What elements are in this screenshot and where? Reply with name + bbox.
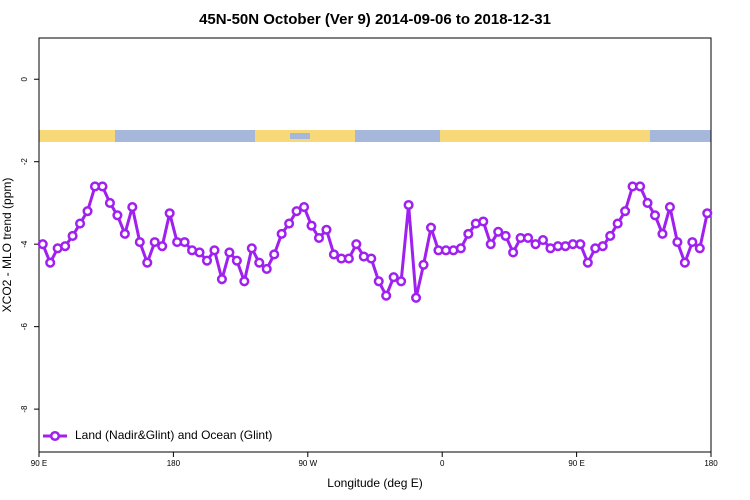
x-tick-label: 0	[440, 459, 445, 468]
x-tick-label: 90 W	[298, 459, 317, 468]
point	[478, 216, 489, 227]
point	[313, 232, 325, 244]
point	[201, 255, 213, 266]
legend-marker	[49, 430, 61, 442]
point	[127, 202, 138, 213]
point	[328, 249, 339, 260]
point	[508, 247, 519, 258]
point	[381, 290, 392, 301]
point	[254, 257, 265, 268]
point	[97, 181, 108, 192]
y-tick-label: -8	[20, 405, 29, 413]
point	[657, 228, 668, 239]
point	[82, 206, 93, 217]
point	[209, 245, 220, 256]
point	[284, 218, 295, 229]
point	[112, 210, 123, 221]
point	[373, 276, 384, 287]
point	[672, 237, 683, 248]
y-tick-label: 0	[20, 76, 29, 81]
point	[67, 230, 78, 241]
point	[119, 228, 130, 239]
x-axis-label: Longitude (deg E)	[327, 476, 422, 490]
point	[694, 243, 705, 254]
point	[60, 241, 71, 252]
point	[500, 230, 511, 241]
point	[605, 230, 616, 241]
x-tick-label: 90 E	[31, 459, 47, 468]
point	[261, 263, 272, 274]
legend-label: Land (Nadir&Glint) and Ocean (Glint)	[75, 428, 272, 442]
point	[231, 255, 242, 266]
point	[388, 272, 399, 283]
y-tick-label: -2	[20, 158, 29, 166]
point	[649, 210, 661, 221]
point	[194, 247, 205, 258]
x-tick-label: 90 E	[568, 459, 584, 468]
point	[239, 276, 250, 287]
point	[351, 239, 362, 250]
point	[485, 239, 496, 250]
point	[523, 232, 534, 244]
point	[418, 259, 429, 270]
point	[493, 226, 504, 237]
point	[635, 181, 646, 192]
point	[537, 235, 549, 246]
point	[642, 197, 653, 208]
point	[463, 228, 474, 239]
point	[321, 224, 332, 235]
point	[679, 257, 690, 268]
point	[411, 292, 422, 303]
point	[575, 239, 586, 250]
point	[620, 206, 631, 217]
point	[37, 239, 48, 250]
point	[149, 237, 160, 248]
point	[582, 257, 593, 268]
point	[306, 220, 317, 231]
point	[403, 199, 414, 211]
y-tick-label: -4	[20, 240, 29, 248]
x-tick-label: 180	[167, 459, 181, 468]
land-ocean-strip	[39, 130, 711, 142]
point	[366, 253, 377, 264]
point	[612, 218, 623, 229]
point	[687, 237, 698, 248]
point	[299, 202, 310, 213]
point	[45, 257, 56, 268]
chart-title: 45N-50N October (Ver 9) 2014-09-06 to 20…	[199, 11, 551, 28]
point	[246, 243, 257, 254]
point	[269, 249, 280, 260]
point	[530, 239, 541, 250]
point	[216, 274, 227, 285]
x-tick-label: 180	[704, 459, 718, 468]
point	[396, 276, 407, 287]
point	[343, 253, 354, 264]
point	[425, 222, 437, 233]
point	[597, 241, 608, 252]
point	[179, 237, 190, 248]
point	[164, 208, 175, 219]
point	[702, 208, 713, 219]
y-axis-label: XCO2 - MLO trend (ppm)	[0, 178, 14, 313]
point	[157, 241, 168, 252]
point	[224, 247, 235, 258]
point	[291, 206, 302, 217]
point	[455, 243, 466, 254]
point	[75, 218, 86, 229]
point	[276, 228, 287, 239]
point	[134, 237, 145, 248]
point	[664, 202, 675, 213]
point	[142, 257, 153, 268]
y-tick-label: -6	[20, 323, 29, 331]
point	[104, 197, 115, 208]
